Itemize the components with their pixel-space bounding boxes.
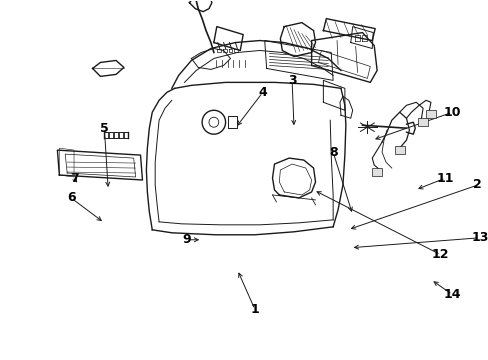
Text: 2: 2 bbox=[472, 179, 481, 192]
Text: 14: 14 bbox=[443, 288, 460, 301]
Text: 12: 12 bbox=[431, 248, 448, 261]
Bar bbox=[371, 168, 381, 176]
Text: 7: 7 bbox=[69, 171, 78, 185]
Bar bbox=[425, 110, 435, 118]
Text: 9: 9 bbox=[182, 233, 190, 246]
Bar bbox=[417, 118, 427, 126]
Text: 13: 13 bbox=[470, 231, 488, 244]
Text: 10: 10 bbox=[443, 106, 460, 119]
Bar bbox=[394, 146, 404, 154]
Text: 11: 11 bbox=[436, 171, 453, 185]
Text: 8: 8 bbox=[328, 145, 337, 159]
Text: 1: 1 bbox=[250, 303, 259, 316]
Text: 3: 3 bbox=[287, 74, 296, 87]
Text: 6: 6 bbox=[67, 192, 75, 204]
Text: 5: 5 bbox=[100, 122, 108, 135]
Text: 4: 4 bbox=[258, 86, 266, 99]
